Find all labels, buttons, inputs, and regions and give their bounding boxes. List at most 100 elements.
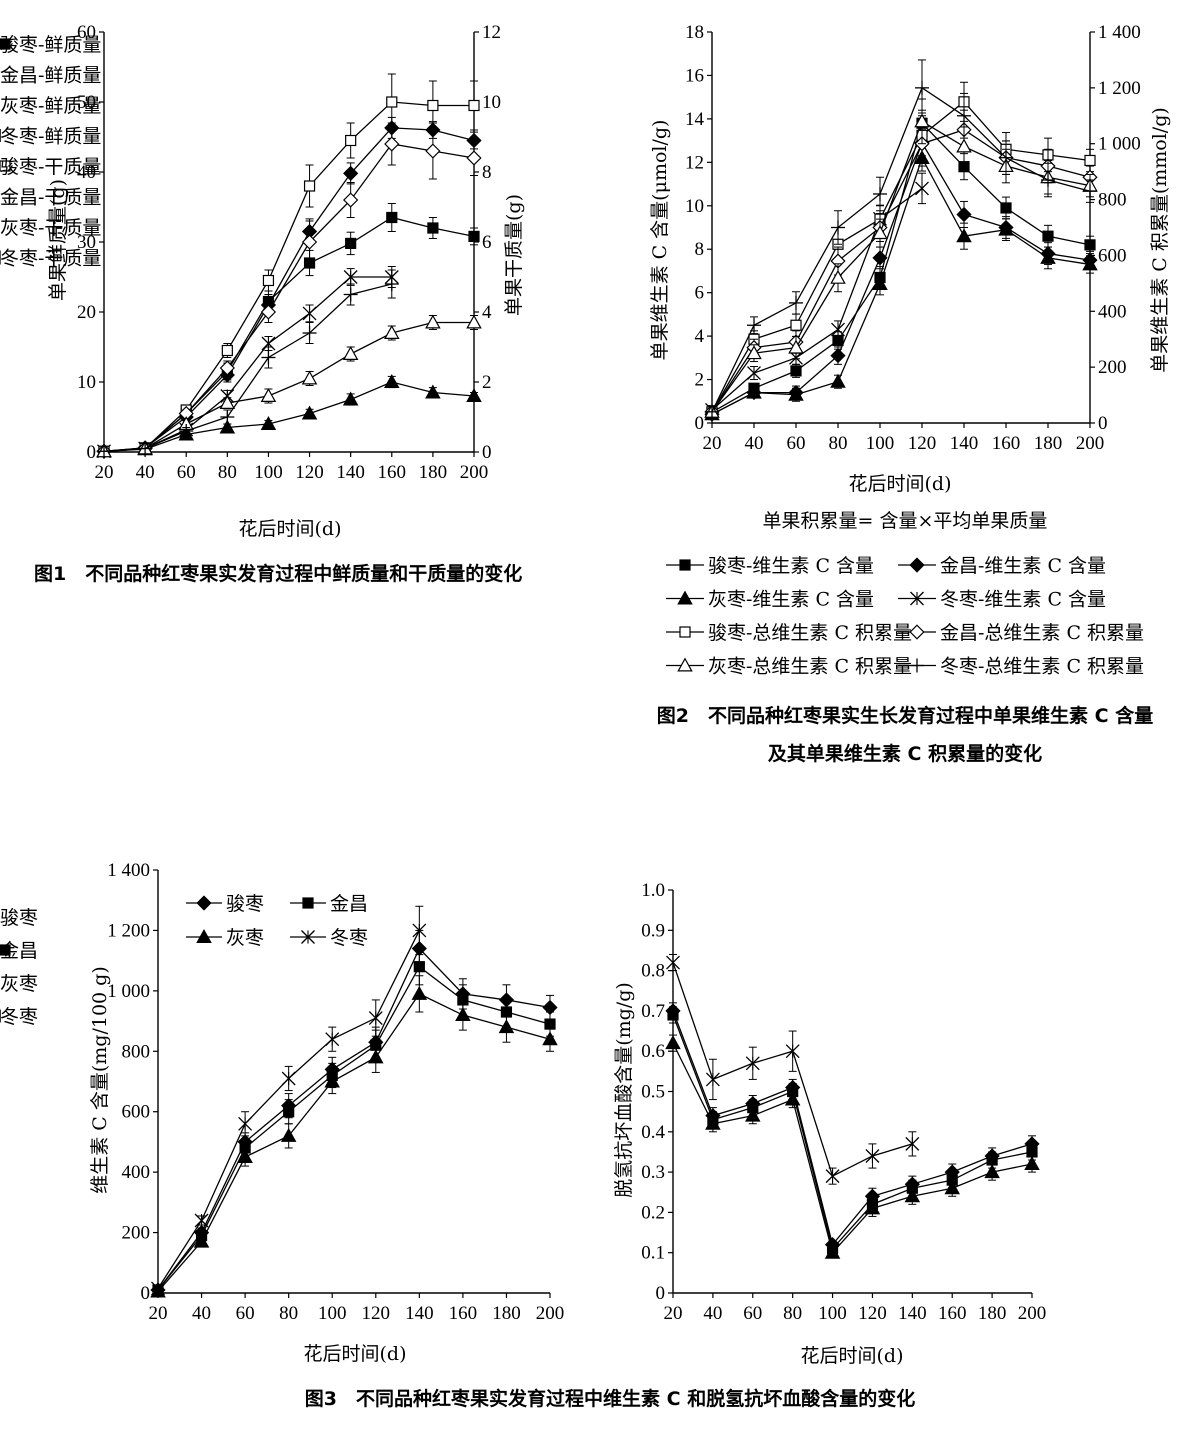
fig2-legend-marker-shape: [679, 626, 691, 638]
fig2-point: [1084, 239, 1096, 251]
fig1-y-tick-label: 0: [87, 442, 97, 463]
fig1-point: [386, 211, 398, 224]
fig3b-x-tick-label: 120: [858, 1303, 887, 1324]
fig1-point-shape: [466, 314, 482, 329]
fig1-legend-item: 金昌-鲜质量: [0, 65, 101, 87]
fig1-caption: 图1 不同品种红枣果实发育过程中鲜质量和干质量的变化: [34, 562, 522, 585]
fig2-legend-label: 金昌-总维生素 C 积累量: [940, 622, 1144, 644]
fig2-legend-label: 骏枣-维生素 C 含量: [708, 555, 874, 577]
fig3b-x-axis-label: 花后时间(d): [801, 1345, 904, 1367]
fig1-legend-item: 骏枣-鲜质量: [0, 34, 101, 56]
fig1-point-shape: [384, 136, 400, 152]
fig2-point: [1042, 230, 1054, 242]
fig1-y-tick-label: 60: [77, 22, 96, 43]
fig1-legend-marker: [0, 160, 11, 172]
fig1-point: [219, 419, 236, 434]
fig3b-point: [745, 1056, 760, 1071]
fig2-point: [872, 250, 888, 266]
fig3b-chart: 20 40 60 80 100 120 140 160 180 20000.10.20.30.40…: [0, 880, 1046, 1324]
fig2-point-shape: [1084, 239, 1096, 251]
fig3a-x-tick-label: 20: [149, 1303, 168, 1324]
fig2-point: [831, 220, 845, 235]
fig3b-y-tick-label: 0: [656, 1283, 666, 1304]
fig3a-legend-label: 金昌: [330, 893, 368, 915]
fig1-point-shape: [219, 360, 235, 376]
fig3a-y-tick-label: 0: [141, 1283, 151, 1304]
fig1-y2-tick-label: 12: [482, 22, 501, 43]
fig1-point: [138, 441, 153, 456]
fig2-point: [788, 386, 804, 401]
fig3a-x-axis-label: 花后时间(d): [304, 1343, 407, 1365]
fig2-point-shape: [746, 345, 762, 360]
fig3b-y-tick-label: 0.2: [641, 1202, 665, 1223]
fig3a-x-tick-label: 200: [536, 1303, 565, 1324]
fig3b-series-line: [672, 1042, 1033, 1255]
fig1-point: [302, 326, 317, 340]
fig3a-y-axis-label: 维生素 C 含量(mg/100 g): [89, 966, 111, 1194]
fig3a-legend-marker: [196, 895, 212, 911]
fig1-x-axis-label: 花后时间(d): [239, 518, 342, 540]
fig2-point: [705, 404, 719, 419]
fig3b-point-shape: [986, 1154, 998, 1166]
fig2-x-tick-label: 40: [745, 433, 764, 454]
fig1-point: [384, 374, 400, 388]
fig3a-point: [542, 1031, 558, 1046]
fig3a-y-tick-label: 1 200: [107, 920, 150, 941]
fig3b-legend-marker: [0, 944, 11, 956]
fig2-y2-tick-label: 1 200: [1098, 78, 1141, 99]
fig2-point-shape: [914, 113, 930, 128]
fig3b-legend-label: 冬枣: [0, 1006, 38, 1028]
fig2-note: 单果积累量= 含量×平均单果质量: [763, 510, 1048, 532]
fig2-point-shape: [872, 250, 888, 266]
fig1-point-shape: [342, 391, 359, 406]
fig3b-point-shape: [984, 1164, 1000, 1179]
fig2-point: [1040, 249, 1056, 264]
fig2-legend-marker-shape: [677, 590, 693, 605]
fig2-legend-label: 金昌-维生素 C 含量: [940, 555, 1106, 577]
fig2-series-line: [711, 187, 923, 411]
fig2-x-axis-label: 花后时间(d): [849, 473, 952, 495]
fig2-caption-line2: 及其单果维生素 C 积累量的变化: [768, 742, 1042, 765]
fig3b-y-tick-label: 0.1: [641, 1243, 665, 1264]
fig2-y2-tick-label: 200: [1098, 357, 1127, 378]
fig3b-y-tick-label: 0.4: [641, 1122, 665, 1143]
fig2-point-shape: [1042, 230, 1054, 242]
fig3b-x-tick-label: 80: [783, 1303, 802, 1324]
fig3b-legend-label: 灰枣: [0, 973, 38, 995]
fig2-legend-label: 骏枣-总维生素 C 积累量: [708, 622, 912, 644]
fig1-point-shape: [345, 134, 357, 147]
fig2-y2-tick-label: 1 000: [1098, 134, 1141, 155]
fig3a-x-tick-label: 100: [318, 1303, 347, 1324]
fig2-point: [746, 345, 762, 360]
fig2-y-tick-label: 10: [685, 196, 704, 217]
fig1-series-5: [96, 122, 482, 459]
fig1-point: [343, 192, 359, 208]
fig1-point-shape: [427, 99, 439, 112]
fig3b-point: [1024, 1156, 1040, 1171]
fig2-y-tick-label: 14: [685, 109, 705, 130]
fig3b-point-shape: [824, 1244, 841, 1259]
fig3a-point-shape: [411, 985, 428, 1000]
fig3a-point-shape: [280, 1127, 297, 1142]
fig2-point-shape: [1084, 154, 1096, 167]
fig3a-y-tick-label: 800: [122, 1041, 151, 1062]
fig3a-point-shape: [413, 961, 425, 973]
fig2-y2-tick-label: 1 400: [1098, 22, 1141, 43]
fig3b-point: [667, 1009, 679, 1021]
fig3a-point: [455, 1007, 471, 1022]
fig1-series-line: [103, 381, 475, 452]
fig3a-point: [498, 1019, 515, 1034]
fig2-y-tick-label: 16: [685, 65, 704, 86]
fig2-point: [956, 206, 972, 223]
fig3a-series-0: [150, 929, 558, 1298]
fig1-point-shape: [425, 143, 441, 159]
fig3a-point-shape: [368, 1049, 384, 1064]
fig1-x-tick-label: 80: [218, 462, 237, 483]
fig1-point-shape: [468, 230, 480, 242]
fig3a-point: [194, 1213, 209, 1228]
fig3a-legend-label: 灰枣: [226, 927, 264, 949]
fig1-point: [301, 370, 318, 385]
fig2-legend-marker-shape: [677, 657, 693, 672]
fig2-point-shape: [830, 373, 846, 388]
fig2-point-shape: [956, 206, 972, 223]
